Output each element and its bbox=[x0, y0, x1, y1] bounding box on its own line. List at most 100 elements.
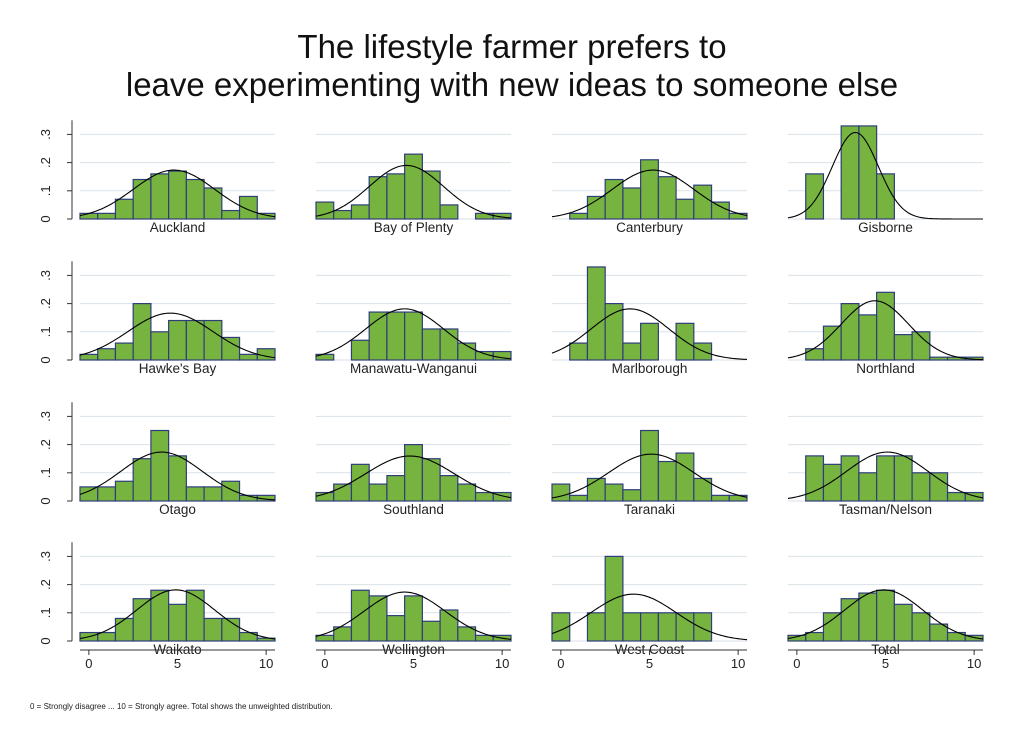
bar-canterbury-1 bbox=[569, 212, 589, 220]
density-curve-canterbury bbox=[551, 169, 748, 218]
panel-label-marlborough: Marlborough bbox=[612, 361, 688, 376]
bar-southland-2 bbox=[350, 463, 370, 502]
bar-gisborne-4 bbox=[858, 125, 878, 220]
x-tick-label-west-coast-0: 0 bbox=[557, 656, 564, 671]
bar-southland-10 bbox=[492, 491, 512, 502]
bar-otago-1 bbox=[97, 486, 117, 502]
bar-gisborne-5 bbox=[876, 173, 895, 220]
bar-tasman-nelson-3 bbox=[840, 455, 860, 502]
bar-southland-3 bbox=[368, 483, 388, 502]
bar-tasman-nelson-4 bbox=[858, 472, 878, 502]
bar-taranaki-7 bbox=[675, 452, 695, 502]
bar-taranaki-9 bbox=[710, 494, 730, 502]
bar-northland-4 bbox=[858, 314, 878, 361]
x-tick-label-wellington-0: 0 bbox=[321, 656, 328, 671]
bar-taranaki-5 bbox=[640, 429, 659, 502]
panel-label-canterbury: Canterbury bbox=[616, 220, 683, 235]
bar-gisborne-3 bbox=[840, 125, 860, 220]
bar-west-coast-7 bbox=[675, 612, 695, 642]
bar-southland-7 bbox=[439, 475, 459, 502]
density-curve-auckland bbox=[79, 169, 276, 218]
y-tick-label-row-3-2: .2 bbox=[38, 439, 53, 450]
bar-tasman-nelson-10 bbox=[964, 491, 984, 502]
bar-marlborough-4 bbox=[622, 342, 642, 361]
panel-label-taranaki: Taranaki bbox=[624, 502, 675, 517]
bar-wellington-7 bbox=[439, 609, 459, 642]
bar-bay-of-plenty-3 bbox=[368, 176, 388, 220]
y-tick-label-row-1-3: .3 bbox=[38, 129, 53, 140]
bar-taranaki-3 bbox=[604, 483, 624, 502]
bar-waikato-6 bbox=[185, 589, 205, 642]
bar-wellington-5 bbox=[404, 595, 423, 642]
bar-southland-4 bbox=[386, 475, 406, 502]
bar-hawke-s-bay-2 bbox=[114, 342, 134, 361]
bar-marlborough-2 bbox=[586, 266, 606, 361]
bar-total-5 bbox=[876, 589, 895, 642]
bar-manawatu-wanganui-6 bbox=[421, 328, 441, 361]
panel-label-hawke-s-bay: Hawke's Bay bbox=[139, 361, 217, 376]
bar-west-coast-0 bbox=[551, 612, 571, 642]
bar-waikato-7 bbox=[203, 617, 223, 642]
bar-tasman-nelson-8 bbox=[929, 472, 949, 502]
bar-hawke-s-bay-9 bbox=[238, 353, 258, 361]
bar-otago-8 bbox=[221, 480, 241, 502]
bar-bay-of-plenty-1 bbox=[333, 209, 353, 220]
bar-southland-9 bbox=[474, 491, 494, 502]
x-tick-label-west-coast-2: 10 bbox=[731, 656, 745, 671]
y-tick-label-row-3-1: .1 bbox=[38, 467, 53, 478]
bar-auckland-6 bbox=[185, 178, 205, 220]
bar-hawke-s-bay-4 bbox=[150, 331, 170, 361]
bar-marlborough-3 bbox=[604, 303, 624, 361]
bar-total-1 bbox=[805, 631, 825, 642]
density-curve-tasman-nelson bbox=[787, 451, 984, 500]
bar-bay-of-plenty-7 bbox=[439, 204, 459, 220]
panel-label-manawatu-wanganui: Manawatu-Wanganui bbox=[350, 361, 477, 376]
bar-west-coast-8 bbox=[693, 612, 713, 642]
bar-total-7 bbox=[911, 612, 931, 642]
x-tick-label-west-coast-1: 5 bbox=[646, 656, 653, 671]
y-tick-label-row-1-1: .1 bbox=[38, 185, 53, 196]
bar-wellington-3 bbox=[368, 595, 388, 642]
density-curve-taranaki bbox=[551, 453, 748, 499]
y-tick-label-row-1-0: 0 bbox=[38, 215, 53, 222]
bar-bay-of-plenty-4 bbox=[386, 173, 406, 220]
panel-label-gisborne: Gisborne bbox=[858, 220, 913, 235]
bar-west-coast-2 bbox=[586, 612, 606, 642]
bar-southland-8 bbox=[457, 483, 477, 502]
bar-taranaki-0 bbox=[551, 483, 571, 502]
bar-manawatu-wanganui-2 bbox=[350, 339, 370, 361]
x-tick-label-total-1: 5 bbox=[882, 656, 889, 671]
bar-bay-of-plenty-9 bbox=[474, 212, 494, 220]
bar-northland-6 bbox=[893, 334, 913, 361]
bar-total-10 bbox=[964, 634, 984, 642]
x-tick-label-wellington-2: 10 bbox=[495, 656, 509, 671]
density-curve-wellington bbox=[315, 591, 512, 640]
panel-label-bay-of-plenty: Bay of Plenty bbox=[374, 220, 454, 235]
bar-canterbury-10 bbox=[728, 212, 748, 220]
bar-total-4 bbox=[858, 592, 878, 642]
bar-northland-5 bbox=[876, 291, 895, 361]
y-tick-label-row-2-3: .3 bbox=[38, 270, 53, 281]
bar-total-2 bbox=[822, 612, 842, 642]
bar-west-coast-5 bbox=[640, 612, 659, 642]
bar-bay-of-plenty-0 bbox=[315, 201, 335, 220]
density-curve-southland bbox=[315, 455, 512, 499]
chart-title: The lifestyle farmer prefers to leave ex… bbox=[0, 28, 1024, 104]
title-line-1: The lifestyle farmer prefers to bbox=[297, 28, 727, 65]
density-curve-otago bbox=[79, 451, 276, 501]
density-curve-west-coast bbox=[551, 593, 748, 641]
x-tick-label-total-2: 10 bbox=[967, 656, 981, 671]
density-curve-bay-of-plenty bbox=[315, 164, 512, 219]
bar-northland-1 bbox=[805, 348, 825, 361]
bar-canterbury-6 bbox=[657, 176, 677, 220]
bar-canterbury-4 bbox=[622, 187, 642, 220]
x-tick-label-waikato-1: 5 bbox=[174, 656, 181, 671]
bar-bay-of-plenty-5 bbox=[404, 153, 423, 220]
x-tick-label-waikato-2: 10 bbox=[259, 656, 273, 671]
bar-total-3 bbox=[840, 598, 860, 642]
bar-tasman-nelson-6 bbox=[893, 455, 913, 502]
bar-auckland-3 bbox=[132, 178, 152, 220]
bar-auckland-0 bbox=[79, 212, 99, 220]
bar-tasman-nelson-1 bbox=[805, 455, 825, 502]
bar-waikato-10 bbox=[256, 637, 276, 642]
